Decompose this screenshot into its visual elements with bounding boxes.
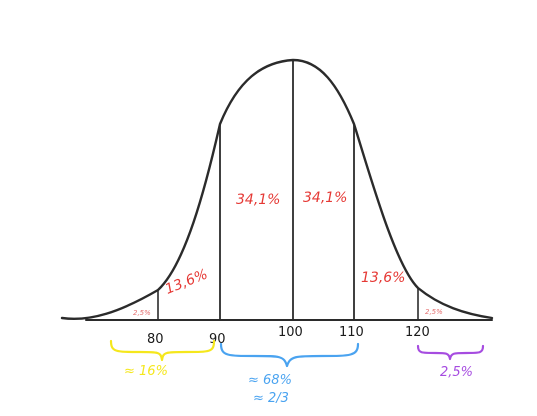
tick-label-80: 80 bbox=[147, 332, 164, 347]
percent-left-mid: 13,6% bbox=[163, 266, 210, 297]
percent-left-tail: 2,5% bbox=[133, 309, 151, 317]
summary-center-line1: ≈ 68% bbox=[248, 373, 292, 388]
tick-label-90: 90 bbox=[209, 332, 226, 347]
summary-left: ≈ 16% bbox=[124, 364, 168, 379]
tick-label-120: 120 bbox=[405, 325, 430, 340]
brace-left bbox=[109, 339, 216, 362]
percent-right-mid: 13,6% bbox=[361, 270, 405, 286]
tick-label-110: 110 bbox=[339, 325, 364, 340]
tick-label-100: 100 bbox=[278, 325, 303, 340]
bell-curve bbox=[60, 58, 494, 321]
percent-right-tail: 2,5% bbox=[425, 308, 443, 316]
percent-left-center: 34,1% bbox=[236, 192, 280, 208]
summary-center-line2: ≈ 2/3 bbox=[253, 391, 289, 406]
brace-center bbox=[219, 342, 360, 368]
brace-right bbox=[416, 344, 485, 361]
summary-right: 2,5% bbox=[440, 365, 473, 380]
percent-right-center: 34,1% bbox=[303, 190, 347, 206]
